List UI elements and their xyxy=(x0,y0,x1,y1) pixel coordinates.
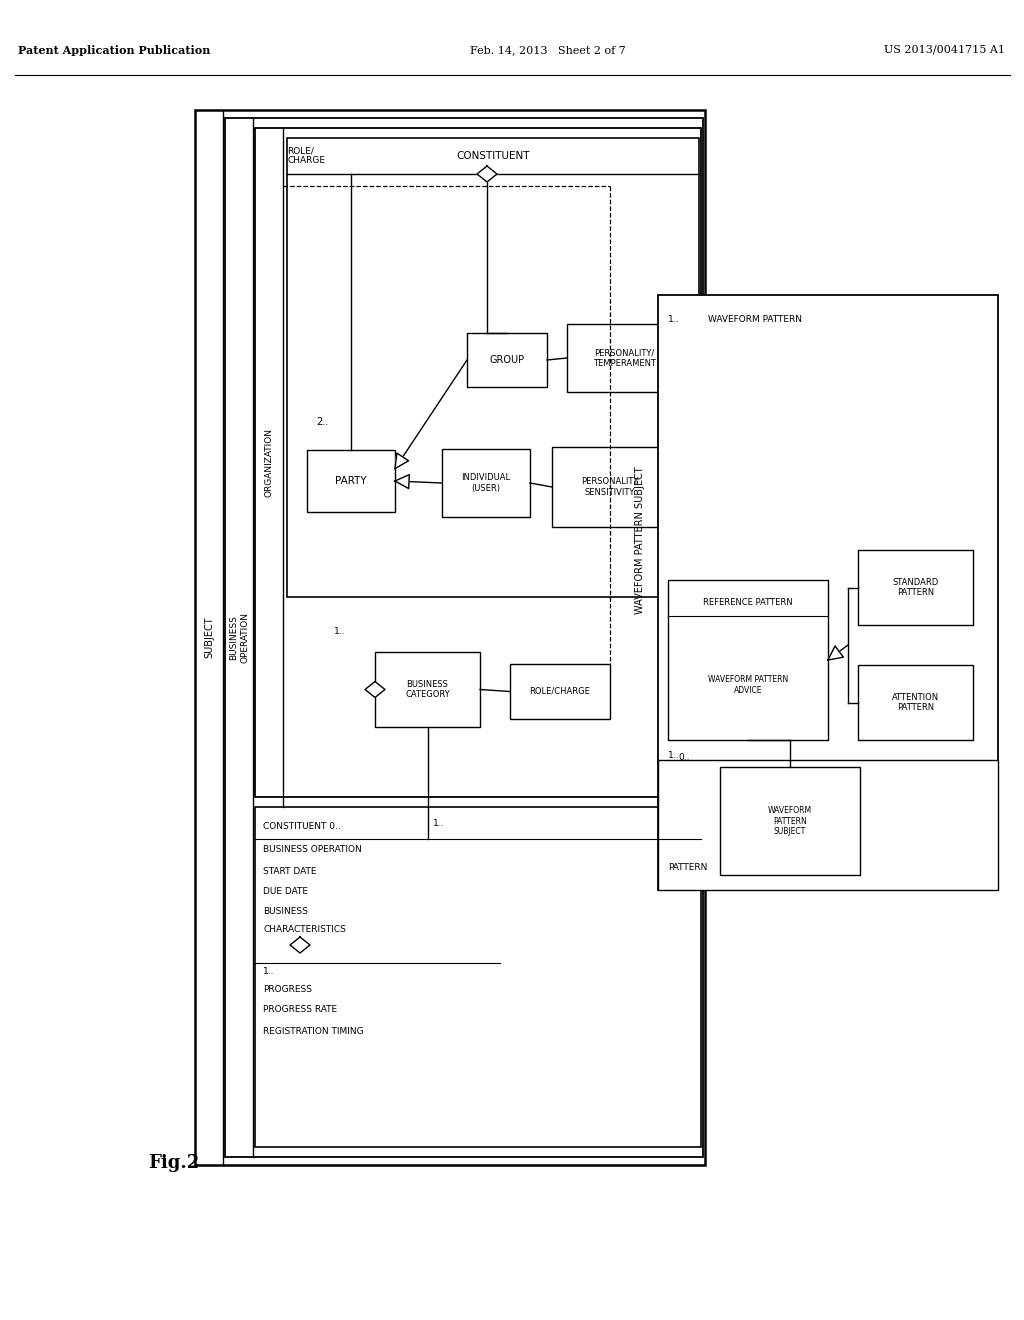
Text: BUSINESS
OPERATION: BUSINESS OPERATION xyxy=(229,612,249,663)
Bar xyxy=(307,450,395,512)
Polygon shape xyxy=(395,453,409,469)
Bar xyxy=(225,117,703,1158)
Bar xyxy=(858,665,973,741)
Text: Patent Application Publication: Patent Application Publication xyxy=(18,45,210,55)
Bar xyxy=(552,447,667,527)
Bar xyxy=(567,323,682,392)
Text: ROLE/
CHARGE: ROLE/ CHARGE xyxy=(287,147,325,165)
Text: Fig.2: Fig.2 xyxy=(148,1154,200,1172)
Bar xyxy=(720,767,860,875)
Text: 1..: 1.. xyxy=(432,820,444,829)
Text: ROLE/CHARGE: ROLE/CHARGE xyxy=(529,686,591,696)
Text: DUE DATE: DUE DATE xyxy=(263,887,308,896)
Text: BUSINESS OPERATION: BUSINESS OPERATION xyxy=(263,845,361,854)
Text: REGISTRATION TIMING: REGISTRATION TIMING xyxy=(263,1027,364,1036)
Bar xyxy=(658,760,998,890)
Text: CHARACTERISTICS: CHARACTERISTICS xyxy=(263,925,346,935)
Text: GROUP: GROUP xyxy=(489,355,524,366)
Text: SUBJECT: SUBJECT xyxy=(204,616,214,659)
Text: PROGRESS: PROGRESS xyxy=(263,985,312,994)
Bar xyxy=(510,664,610,719)
Bar xyxy=(375,652,480,727)
Text: 2..: 2.. xyxy=(316,417,329,426)
Text: 1..: 1.. xyxy=(668,315,680,323)
Text: BUSINESS
CATEGORY: BUSINESS CATEGORY xyxy=(406,680,450,700)
Text: WAVEFORM PATTERN SUBJECT: WAVEFORM PATTERN SUBJECT xyxy=(635,466,645,614)
Text: PARTY: PARTY xyxy=(335,477,367,486)
Text: 1..: 1.. xyxy=(334,627,346,636)
Polygon shape xyxy=(395,475,410,488)
Text: START DATE: START DATE xyxy=(263,867,316,876)
Text: 0..: 0.. xyxy=(678,754,689,763)
Polygon shape xyxy=(477,166,497,182)
Polygon shape xyxy=(365,681,385,697)
Bar xyxy=(858,550,973,624)
Text: REFERENCE PATTERN: REFERENCE PATTERN xyxy=(703,598,793,607)
Text: CONSTITUENT 0..: CONSTITUENT 0.. xyxy=(263,822,341,832)
Bar xyxy=(287,139,699,597)
Text: WAVEFORM
PATTERN
SUBJECT: WAVEFORM PATTERN SUBJECT xyxy=(768,807,812,836)
Text: PATTERN: PATTERN xyxy=(668,863,708,873)
Text: PERSONALITY
SENSITIVITY: PERSONALITY SENSITIVITY xyxy=(581,478,638,496)
Bar xyxy=(442,449,530,517)
Bar xyxy=(255,807,701,1147)
Text: WAVEFORM PATTERN
ADVICE: WAVEFORM PATTERN ADVICE xyxy=(708,676,788,694)
Text: US 2013/0041715 A1: US 2013/0041715 A1 xyxy=(884,45,1005,55)
Text: Feb. 14, 2013   Sheet 2 of 7: Feb. 14, 2013 Sheet 2 of 7 xyxy=(470,45,626,55)
Text: STANDARD
PATTERN: STANDARD PATTERN xyxy=(892,578,939,597)
Text: BUSINESS: BUSINESS xyxy=(263,907,308,916)
Text: PERSONALITY/
TEMPERAMENT: PERSONALITY/ TEMPERAMENT xyxy=(593,348,656,368)
Text: CONSTITUENT: CONSTITUENT xyxy=(457,150,529,161)
Text: 1..: 1.. xyxy=(668,751,680,759)
Bar xyxy=(668,579,828,741)
Bar xyxy=(467,333,547,387)
Text: 1..: 1.. xyxy=(263,968,274,975)
Bar xyxy=(658,294,998,890)
Polygon shape xyxy=(828,645,844,660)
Text: WAVEFORM PATTERN: WAVEFORM PATTERN xyxy=(708,315,802,323)
Text: INDIVIDUAL
(USER): INDIVIDUAL (USER) xyxy=(462,474,511,492)
Bar xyxy=(195,110,705,1166)
Bar xyxy=(255,128,701,797)
Text: ORGANIZATION: ORGANIZATION xyxy=(264,428,273,498)
Text: ATTENTION
PATTERN: ATTENTION PATTERN xyxy=(892,693,939,713)
Polygon shape xyxy=(290,937,310,953)
Text: PROGRESS RATE: PROGRESS RATE xyxy=(263,1005,337,1014)
